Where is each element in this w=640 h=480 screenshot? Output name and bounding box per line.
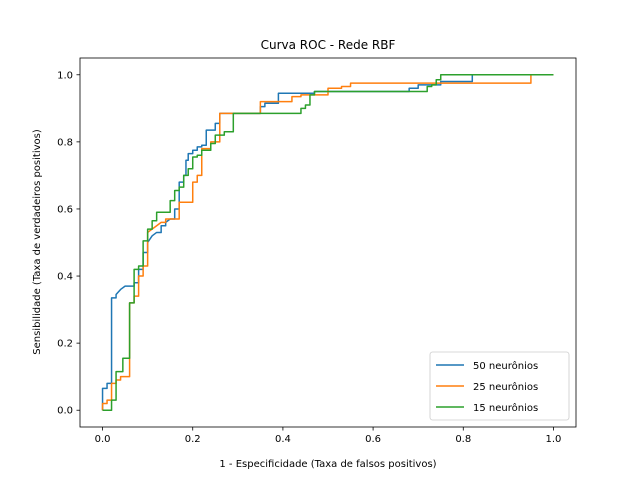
series-line-2 xyxy=(101,74,554,411)
legend-label-2: 25 neurônios xyxy=(473,381,538,393)
x-tick-label: 0.8 xyxy=(455,434,471,445)
x-tick-label: 0.0 xyxy=(95,434,111,445)
x-tick-label: 0.4 xyxy=(275,434,291,445)
chart-title: Curva ROC - Rede RBF xyxy=(261,38,396,52)
y-tick-label: 0.2 xyxy=(57,339,73,350)
x-tick-label: 0.6 xyxy=(365,434,381,445)
legend: 50 neurônios 25 neurônios 15 neurônios xyxy=(429,351,570,421)
legend-label-3: 15 neurônios xyxy=(473,402,538,414)
y-tick-label: 0.8 xyxy=(57,137,73,148)
legend-label-1: 50 neurônios xyxy=(473,360,538,372)
y-tick-label: 0.6 xyxy=(57,204,73,215)
series-line-3 xyxy=(102,74,554,411)
x-tick-label: 1.0 xyxy=(546,434,562,445)
ticks: 0.0 0.2 0.4 0.6 0.8 1.0 0.0 0.2 0.4 0.6 0.8 1.0 xyxy=(57,70,561,445)
y-tick-label: 1.0 xyxy=(57,70,73,81)
y-tick-label: 0.0 xyxy=(57,406,73,417)
y-tick-label: 0.4 xyxy=(57,272,73,283)
plot-lines xyxy=(101,74,554,411)
x-tick-label: 0.2 xyxy=(185,434,201,445)
legend-box xyxy=(429,351,570,421)
x-axis-label: 1 - Especificidade (Taxa de falsos posit… xyxy=(219,459,436,470)
y-axis-label: Sensibilidade (Taxa de verdadeiros posit… xyxy=(32,129,43,355)
axes-frame xyxy=(79,57,577,428)
